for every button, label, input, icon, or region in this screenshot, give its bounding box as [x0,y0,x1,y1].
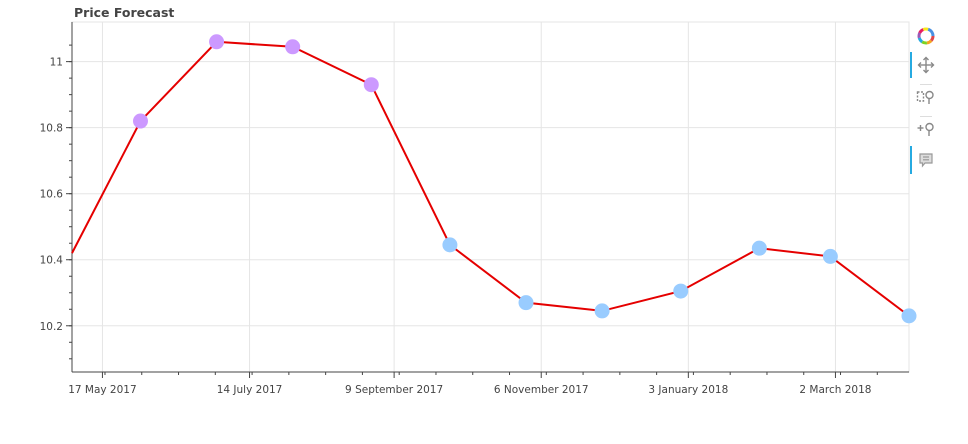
wheel-zoom-icon[interactable] [914,117,938,141]
toolbar-divider [920,84,932,85]
point-blue[interactable] [518,295,534,311]
point-purple[interactable] [363,77,379,93]
y-tick-label: 10.8 [40,123,63,135]
y-tick-label: 10.2 [40,321,63,333]
point-blue[interactable] [822,248,838,264]
y-tick-label: 11 [50,57,63,69]
point-blue[interactable] [442,237,458,253]
toolbar-divider [920,116,932,117]
plot-frame [71,21,910,373]
x-tick-label: 6 November 2017 [494,384,589,396]
point-blue[interactable] [901,308,917,324]
bokeh-logo-icon[interactable] [914,24,938,48]
point-purple[interactable] [209,34,225,50]
grid [71,21,910,373]
point-purple[interactable] [285,39,301,55]
point-blue[interactable] [751,240,767,256]
point-blue[interactable] [594,303,610,319]
x-tick-label: 17 May 2017 [68,384,136,396]
hover-icon[interactable] [914,148,938,172]
point-blue[interactable] [673,283,689,299]
x-tick-label: 3 January 2018 [648,384,728,396]
pan-icon[interactable] [914,53,938,77]
y-tick-label: 10.4 [40,255,64,267]
x-tick-label: 2 March 2018 [799,384,871,396]
chart-toolbar [910,22,944,182]
axes: 10.2 10.4 10.6 10.8 11 17 May 2017 14 July 201… [40,22,909,396]
series [71,34,917,324]
pan-active-indicator [910,52,912,78]
point-purple[interactable] [132,113,148,129]
x-tick-label: 14 July 2017 [217,384,283,396]
box-zoom-icon[interactable] [914,85,938,109]
chart-title: Price Forecast [74,5,174,20]
hover-active-indicator [910,146,912,174]
forecast-line [71,40,910,317]
y-tick-label: 10.6 [40,189,64,201]
x-tick-label: 9 September 2017 [345,384,443,396]
